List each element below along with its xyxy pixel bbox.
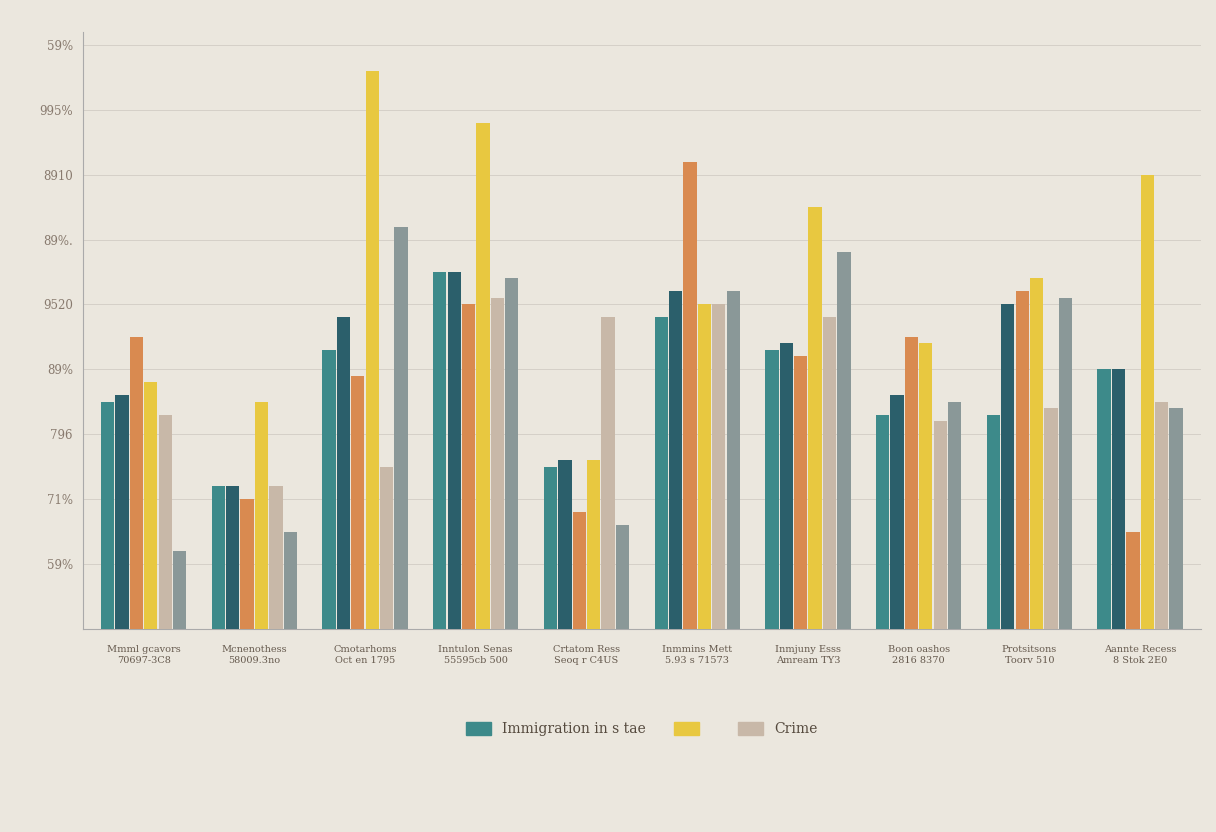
Bar bbox=[934, 421, 947, 629]
Bar bbox=[505, 279, 518, 629]
Bar bbox=[587, 460, 601, 629]
Bar bbox=[573, 513, 586, 629]
Bar bbox=[491, 298, 503, 629]
Bar bbox=[919, 344, 933, 629]
Bar bbox=[1155, 402, 1169, 629]
Bar bbox=[145, 383, 157, 629]
Bar bbox=[727, 291, 739, 629]
Bar bbox=[890, 395, 903, 629]
Bar bbox=[462, 305, 475, 629]
Bar bbox=[794, 356, 807, 629]
Bar bbox=[1098, 369, 1110, 629]
Bar bbox=[447, 272, 461, 629]
Bar bbox=[337, 318, 350, 629]
Bar bbox=[269, 487, 282, 629]
Bar bbox=[1059, 298, 1073, 629]
Bar bbox=[1141, 175, 1154, 629]
Bar bbox=[986, 415, 1000, 629]
Bar bbox=[283, 532, 297, 629]
Bar bbox=[394, 226, 407, 629]
Bar bbox=[433, 272, 446, 629]
Bar bbox=[905, 337, 918, 629]
Bar bbox=[779, 344, 793, 629]
Bar bbox=[809, 207, 822, 629]
Bar bbox=[1001, 305, 1014, 629]
Bar bbox=[101, 402, 114, 629]
Bar bbox=[558, 460, 572, 629]
Bar bbox=[669, 291, 682, 629]
Bar bbox=[1030, 279, 1043, 629]
Bar bbox=[1170, 409, 1183, 629]
Bar bbox=[212, 487, 225, 629]
Bar bbox=[602, 318, 614, 629]
Bar bbox=[698, 305, 711, 629]
Bar bbox=[130, 337, 143, 629]
Bar bbox=[1126, 532, 1139, 629]
Bar bbox=[1111, 369, 1125, 629]
Bar bbox=[683, 161, 697, 629]
Bar bbox=[241, 499, 254, 629]
Bar bbox=[713, 305, 726, 629]
Bar bbox=[948, 402, 962, 629]
Bar bbox=[823, 318, 837, 629]
Bar bbox=[477, 122, 490, 629]
Bar bbox=[654, 318, 668, 629]
Bar bbox=[366, 71, 379, 629]
Bar bbox=[255, 402, 268, 629]
Legend: Immigration in s tae, , Crime: Immigration in s tae, , Crime bbox=[461, 716, 823, 742]
Bar bbox=[173, 552, 186, 629]
Bar bbox=[615, 525, 629, 629]
Bar bbox=[1015, 291, 1029, 629]
Bar bbox=[544, 467, 557, 629]
Bar bbox=[351, 376, 365, 629]
Bar bbox=[838, 252, 850, 629]
Bar bbox=[158, 415, 171, 629]
Bar bbox=[226, 487, 240, 629]
Bar bbox=[765, 350, 778, 629]
Bar bbox=[876, 415, 889, 629]
Bar bbox=[322, 350, 336, 629]
Bar bbox=[1045, 409, 1058, 629]
Bar bbox=[379, 467, 393, 629]
Bar bbox=[116, 395, 129, 629]
